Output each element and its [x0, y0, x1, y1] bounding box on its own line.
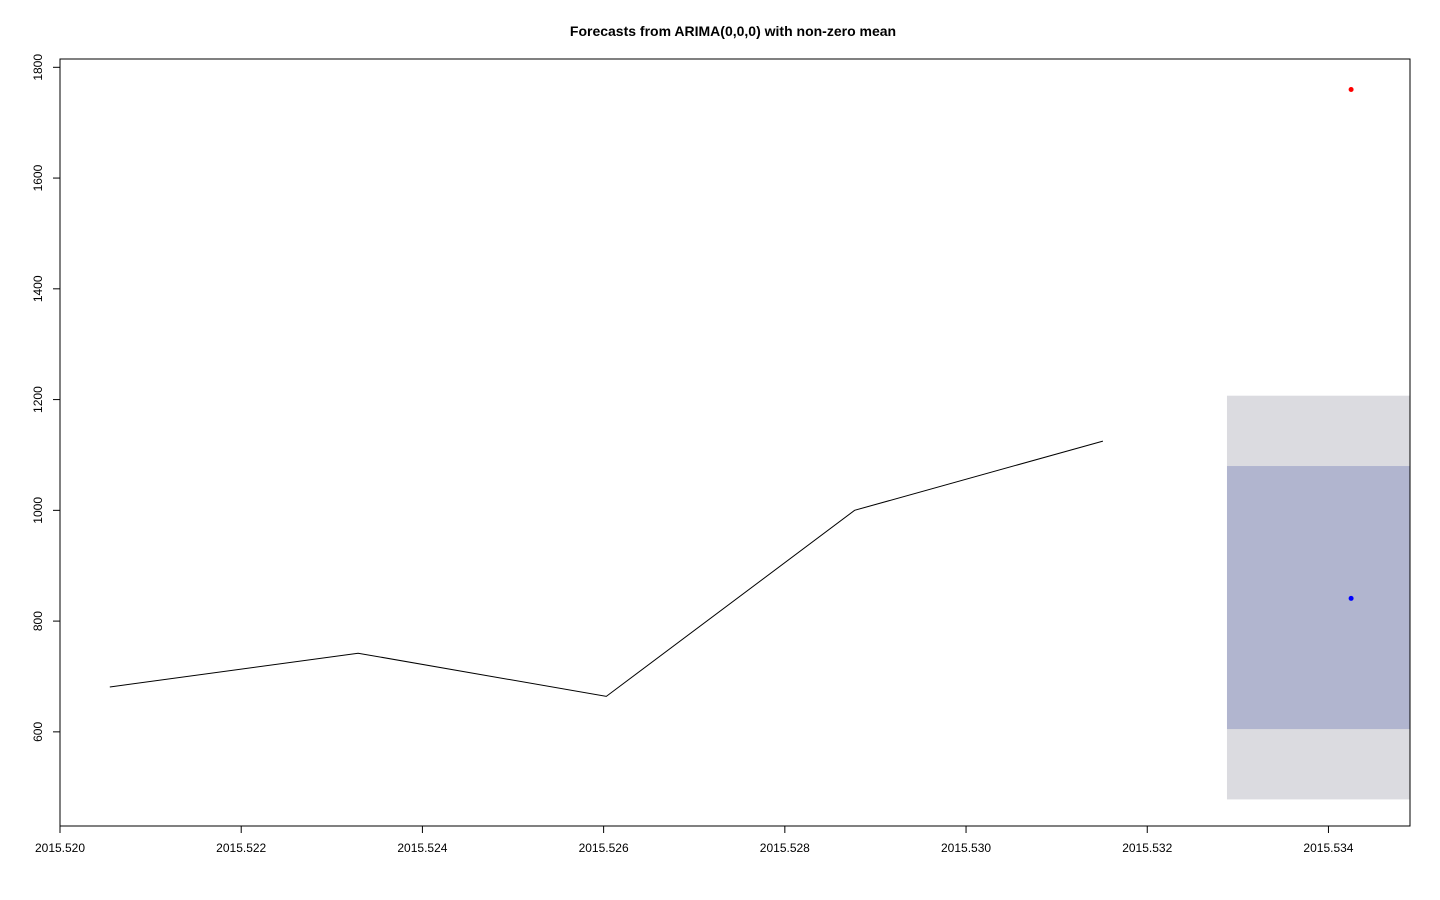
chart-title: Forecasts from ARIMA(0,0,0) with non-zer… [570, 23, 896, 39]
x-tick-label: 2015.530 [941, 841, 991, 855]
y-tick-label: 600 [31, 722, 45, 742]
y-tick-label: 1400 [31, 275, 45, 302]
x-tick-label: 2015.528 [760, 841, 810, 855]
x-tick-label: 2015.524 [397, 841, 447, 855]
x-tick-label: 2015.522 [216, 841, 266, 855]
y-tick-label: 1600 [31, 164, 45, 191]
x-tick-label: 2015.534 [1303, 841, 1353, 855]
x-axis: 2015.520 2015.522 2015.524 2015.526 2015.528… [35, 825, 1354, 855]
x-tick-label: 2015.520 [35, 841, 85, 855]
plot-area [109, 86, 1410, 800]
series-line-0 [109, 440, 1104, 697]
x-tick-label: 2015.526 [579, 841, 629, 855]
y-tick-label: 1800 [31, 54, 45, 81]
forecast-mean-point [1348, 595, 1354, 601]
y-tick-label: 1000 [31, 497, 45, 524]
y-tick-label: 800 [31, 611, 45, 631]
actual-point [1348, 86, 1354, 92]
y-tick-label: 1200 [31, 386, 45, 413]
plot-frame [59, 58, 1411, 827]
forecast-interval-80 [1226, 466, 1410, 730]
x-tick-label: 2015.532 [1122, 841, 1172, 855]
y-axis: 600 800 1000 1200 1400 1600 1800 [31, 54, 61, 742]
